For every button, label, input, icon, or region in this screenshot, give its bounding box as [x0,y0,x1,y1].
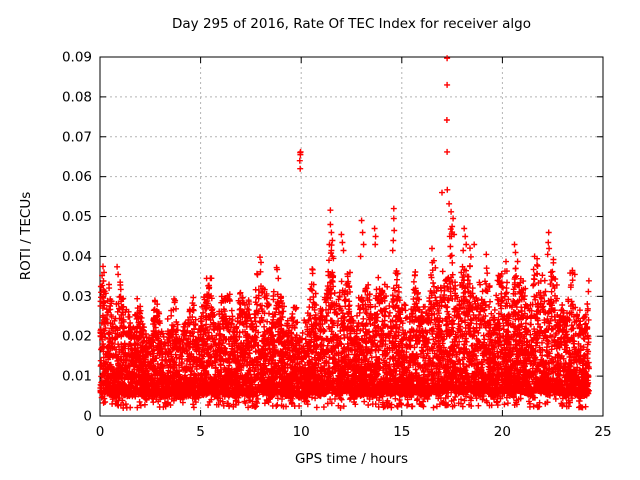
x-axis-label: GPS time / hours [294,451,409,467]
x-tick-label: 25 [594,424,611,440]
x-tick-label: 10 [293,424,310,440]
data-points [97,55,592,411]
y-tick-label: 0.08 [62,89,92,105]
y-tick-label: 0.09 [62,50,92,66]
y-tick-label: 0.03 [62,289,92,305]
y-tick-label: 0.05 [62,209,92,225]
y-tick-label: 0.07 [62,129,92,145]
x-tick-label: 20 [494,424,511,440]
x-tick-label: 0 [96,424,105,440]
plot-border [99,56,604,417]
x-tick-label: 15 [393,424,410,440]
chart-title: Day 295 of 2016, Rate Of TEC Index for r… [172,16,531,32]
y-tick-label: 0.01 [62,369,92,385]
y-tick-label: 0.06 [62,169,92,185]
x-tick-label: 5 [196,424,205,440]
y-tick-label: 0 [83,409,92,425]
y-tick-label: 0.04 [62,249,92,265]
y-tick-label: 0.02 [62,329,92,345]
